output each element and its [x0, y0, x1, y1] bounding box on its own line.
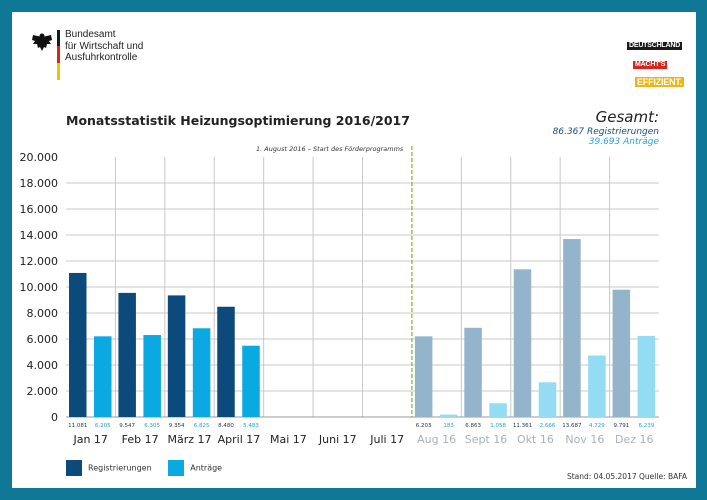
bar-registrations	[118, 292, 136, 417]
bar-applications	[94, 336, 112, 417]
bar-registrations	[414, 336, 433, 417]
totals-box: Gesamt: 86.367 Registrierungen 39.693 An…	[553, 108, 659, 147]
badge-line-1: DEUTSCHLAND	[627, 42, 683, 50]
legend-label-applications: Anträge	[190, 463, 223, 473]
x-tick-label: Juli 17	[369, 433, 404, 446]
x-tick-label: Aug 16	[417, 433, 456, 446]
data-label: 6.825	[194, 423, 210, 429]
campaign-badge: DEUTSCHLAND MACHT'S EFFIZIENT.	[627, 32, 684, 89]
data-label: 2.666	[540, 423, 556, 429]
badge-line-2: MACHT'S	[633, 61, 668, 69]
legend-swatch-registrations	[66, 460, 82, 476]
data-label: 9.354	[169, 423, 185, 429]
x-tick-label: Juni 17	[318, 433, 357, 446]
program-start-annotation: 1. August 2016 – Start des Förderprogram…	[256, 145, 404, 153]
x-tick-label: Jan 17	[72, 433, 107, 446]
totals-heading: Gesamt:	[595, 108, 659, 126]
source-note: Stand: 04.05.2017 Quelle: BAFA	[566, 472, 687, 481]
x-tick-label: Nov 16	[565, 433, 604, 446]
x-tick-label: Feb 17	[122, 433, 159, 446]
badge-line-3: EFFIZIENT.	[635, 77, 684, 87]
legend: Registrierungen Anträge	[66, 460, 236, 476]
x-tick-label: Sept 16	[465, 433, 508, 446]
bar-applications	[143, 335, 161, 417]
org-name: Bundesamt für Wirtschaft und Ausfuhrkont…	[65, 29, 185, 64]
bar-registrations	[464, 327, 482, 417]
data-label: 6.863	[465, 423, 481, 429]
data-label: 8.480	[218, 423, 234, 429]
bar-applications	[489, 403, 507, 417]
legend-label-registrations: Registrierungen	[88, 463, 152, 473]
bar-applications	[588, 355, 606, 417]
y-tick-label: 20.000	[20, 151, 59, 164]
bar-registrations	[217, 306, 235, 417]
data-label: 11.081	[68, 423, 87, 429]
bar-applications	[637, 335, 656, 417]
legend-item-registrations: Registrierungen	[66, 460, 152, 476]
data-label: 183	[443, 423, 454, 429]
x-tick-label: Okt 16	[517, 433, 554, 446]
bar-registrations	[563, 239, 581, 417]
data-label: 9.791	[613, 423, 629, 429]
data-label: 6.203	[416, 423, 432, 429]
bar-registrations	[167, 295, 186, 417]
bar-registrations	[513, 269, 532, 417]
federal-eagle-icon	[32, 33, 52, 51]
data-label: 1.058	[490, 423, 506, 429]
y-tick-label: 6.000	[27, 333, 59, 346]
data-label: 5.483	[243, 423, 259, 429]
y-tick-label: 4.000	[27, 359, 59, 372]
y-tick-label: 0	[51, 411, 58, 424]
bar-applications	[192, 328, 211, 417]
data-label: 6.205	[95, 423, 111, 429]
legend-item-applications: Anträge	[168, 460, 222, 476]
bar-registrations	[69, 272, 87, 417]
x-tick-label: Dez 16	[615, 433, 654, 446]
y-tick-label: 2.000	[27, 385, 59, 398]
org-line-1: Bundesamt	[65, 29, 116, 40]
data-label: 13.687	[562, 423, 582, 429]
y-tick-label: 14.000	[20, 229, 59, 242]
org-line-3: Ausfuhrkontrolle	[65, 52, 138, 63]
bar-applications	[242, 345, 260, 417]
totals-applications: 39.693 Anträge	[588, 137, 659, 147]
y-tick-label: 16.000	[20, 203, 59, 216]
x-tick-label: März 17	[168, 433, 212, 446]
y-tick-label: 18.000	[20, 177, 59, 190]
x-tick-label: Mai 17	[270, 433, 307, 446]
german-flag-stripe	[57, 30, 60, 80]
data-label: 9.547	[119, 423, 135, 429]
org-line-2: für Wirtschaft und	[65, 40, 144, 52]
legend-swatch-applications	[168, 460, 185, 476]
y-tick-label: 10.000	[20, 281, 59, 294]
chart-title: Monatsstatistik Heizungsoptimierung 2016…	[66, 113, 410, 128]
data-label: 6.239	[638, 423, 654, 429]
x-tick-label: April 17	[218, 433, 261, 446]
data-label: 11.361	[513, 423, 532, 429]
bar-registrations	[612, 289, 631, 417]
y-tick-label: 8.000	[27, 307, 59, 320]
y-tick-label: 12.000	[20, 255, 59, 268]
data-label: 4.729	[589, 423, 605, 429]
totals-registrations: 86.367 Registrierungen	[552, 127, 659, 137]
bar-applications	[439, 414, 458, 417]
bar-applications	[538, 382, 557, 417]
data-label: 6.305	[144, 423, 160, 429]
